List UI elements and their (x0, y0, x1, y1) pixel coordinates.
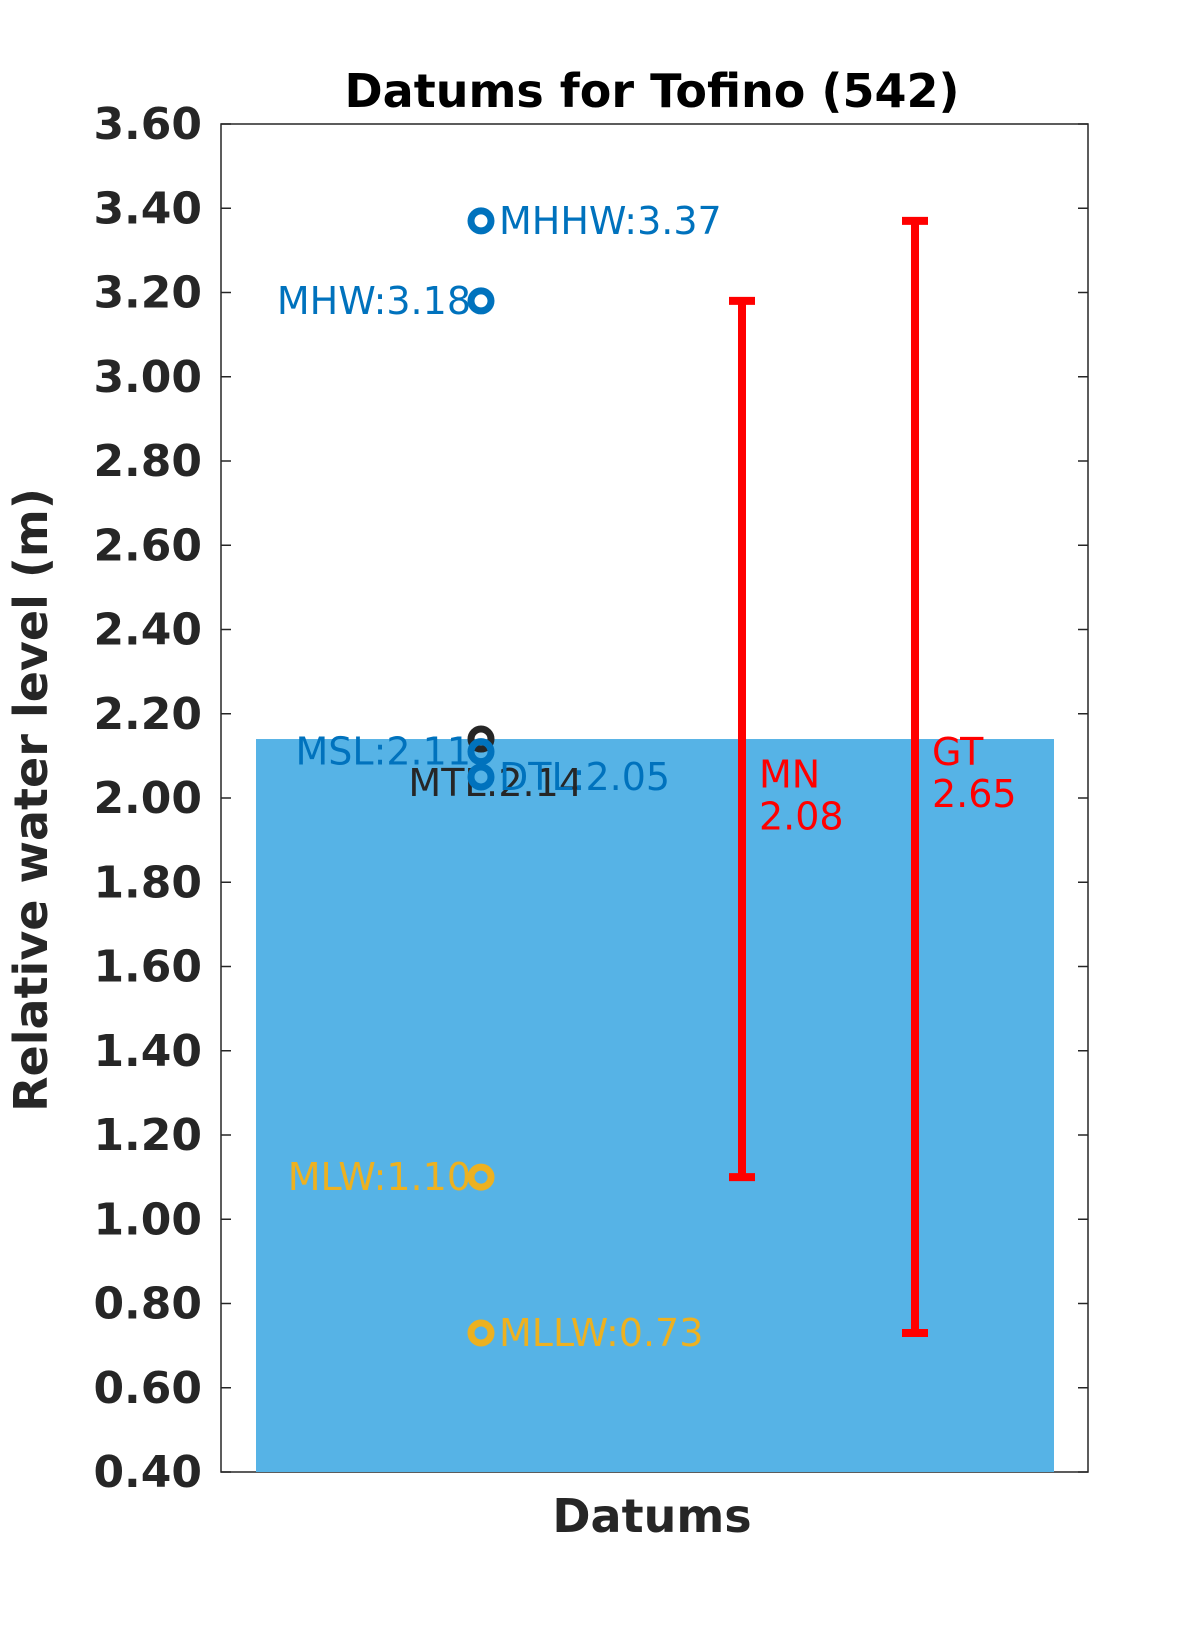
datum-marker-mhw (467, 287, 495, 315)
y-tick-label: 1.40 (93, 1026, 202, 1077)
range-name-mn: MN (759, 752, 820, 796)
datum-label-msl: MSL:2.11 (296, 730, 472, 774)
y-tick-label: 1.60 (93, 942, 202, 993)
datum-marker-dtl (467, 763, 495, 791)
y-tick-label: 3.20 (93, 268, 202, 319)
datum-marker-mhhw (467, 207, 495, 235)
x-axis-label: Datums (552, 1489, 751, 1543)
range-value-gt: 2.65 (932, 772, 1017, 816)
y-tick-label: 0.60 (93, 1363, 202, 1414)
y-tick-label: 2.20 (93, 689, 202, 740)
y-tick-label: 0.40 (93, 1447, 202, 1498)
y-tick-label: 1.00 (93, 1194, 202, 1245)
y-tick-label: 3.00 (93, 352, 202, 403)
y-tick-label: 3.40 (93, 183, 202, 234)
bar-mtl (256, 739, 1054, 1472)
datum-label-mllw: MLLW:0.73 (499, 1311, 703, 1355)
y-tick-label: 3.60 (93, 99, 202, 150)
datum-label-dtl: DTL:2.05 (499, 755, 670, 799)
y-tick-label: 1.80 (93, 857, 202, 908)
datum-marker-mtl (467, 725, 495, 753)
y-tick-label: 2.00 (93, 773, 202, 824)
range-value-mn: 2.08 (759, 794, 844, 838)
datum-label-mhhw: MHHW:3.37 (499, 199, 722, 243)
y-tick-label: 2.40 (93, 605, 202, 656)
datum-marker-mlw (467, 1163, 495, 1191)
datum-label-mlw: MLW:1.10 (288, 1155, 471, 1199)
y-tick-label: 0.80 (93, 1279, 202, 1330)
chart-title: Datums for Tofino (542) (344, 64, 959, 118)
datum-marker-mllw (467, 1319, 495, 1347)
range-name-gt: GT (932, 730, 984, 774)
datum-label-mhw: MHW:3.18 (277, 279, 471, 323)
y-tick-label: 2.60 (93, 520, 202, 571)
y-axis-label: Relative water level (m) (4, 488, 58, 1112)
datum-label-mtl: MTL:2.14 (408, 761, 583, 805)
datum-marker-msl (467, 738, 495, 766)
y-tick-label: 1.20 (93, 1110, 202, 1161)
y-tick-label: 2.80 (93, 436, 202, 487)
